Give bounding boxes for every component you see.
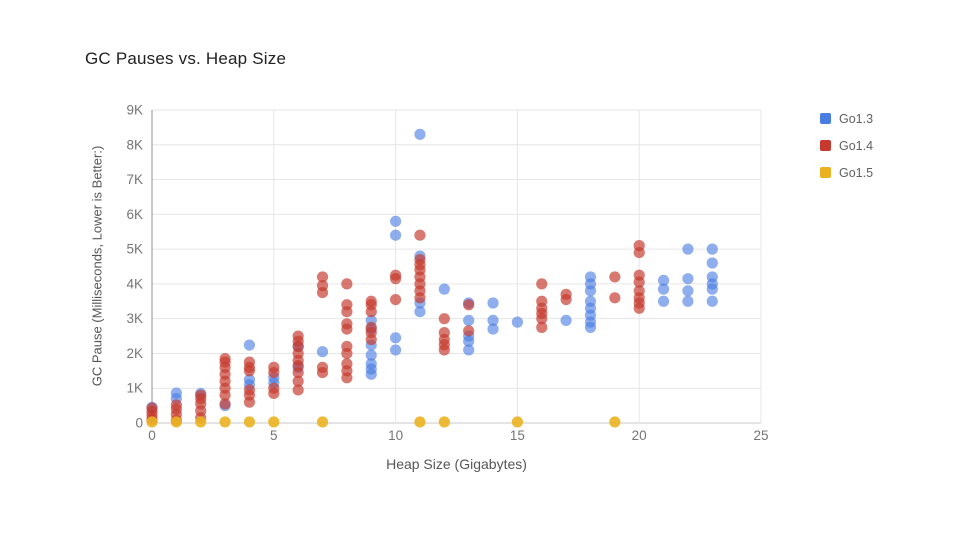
legend-label-go1-4: Go1.4 [839,138,874,153]
svg-text:9K: 9K [126,103,143,118]
legend-swatch-go1-5 [820,167,831,178]
svg-text:8K: 8K [126,137,143,152]
svg-text:1K: 1K [126,381,143,396]
legend-label-go1-5: Go1.5 [839,165,874,180]
legend-item-go1-4: Go1.4 [820,132,873,159]
svg-text:5: 5 [270,428,278,443]
legend-swatch-go1-3 [820,113,831,124]
legend-swatch-go1-4 [820,140,831,151]
svg-text:10: 10 [388,428,403,443]
legend: Go1.3 Go1.4 Go1.5 [820,105,873,186]
x-axis-title: Heap Size (Gigabytes) [386,456,527,472]
svg-text:7K: 7K [126,172,143,187]
svg-text:25: 25 [753,428,768,443]
y-axis-title: GC Pause (Milliseconds, Lower is Better:… [89,145,105,387]
svg-text:0: 0 [148,428,156,443]
svg-text:15: 15 [510,428,525,443]
chart-title: GC Pauses vs. Heap Size [85,49,287,68]
svg-text:20: 20 [632,428,647,443]
svg-text:6K: 6K [126,207,143,222]
svg-text:3K: 3K [126,311,143,326]
svg-text:5K: 5K [126,242,143,257]
svg-text:0: 0 [135,416,143,431]
legend-item-go1-3: Go1.3 [820,105,873,132]
legend-item-go1-5: Go1.5 [820,159,873,186]
svg-text:2K: 2K [126,346,143,361]
svg-text:4K: 4K [126,276,143,291]
legend-label-go1-3: Go1.3 [839,111,874,126]
